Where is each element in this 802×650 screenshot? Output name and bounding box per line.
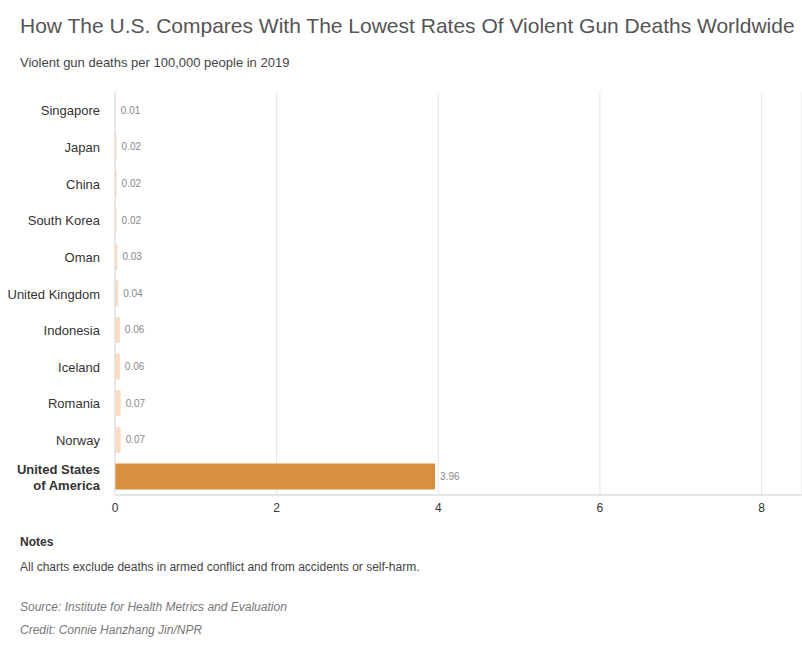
svg-text:Romania: Romania	[48, 396, 101, 411]
svg-text:South Korea: South Korea	[28, 213, 101, 228]
html-text:Violent gun deaths per 100,000: Violent gun deaths per 100,000 people in…	[20, 55, 290, 70]
svg-text:Oman: Oman	[65, 249, 100, 264]
svg-text:0.07: 0.07	[126, 398, 146, 409]
svg-text:Norway: Norway	[56, 433, 101, 448]
html-text:All charts exclude deaths in a: All charts exclude deaths in armed confl…	[20, 560, 420, 574]
svg-text:0.03: 0.03	[122, 251, 142, 262]
svg-text:Japan: Japan	[65, 139, 100, 154]
svg-text:0.01: 0.01	[121, 105, 141, 116]
html-text:Source: Institute for Health M: Source: Institute for Health Metrics and…	[20, 600, 287, 614]
svg-text:0: 0	[112, 501, 119, 515]
svg-text:China: China	[66, 176, 101, 191]
html-text:Credit: Connie Hanzhang Jin/NP: Credit: Connie Hanzhang Jin/NPR	[20, 623, 203, 637]
html-text:How The U.S. Compares With The: How The U.S. Compares With The Lowest Ra…	[20, 14, 795, 37]
svg-text:0.04: 0.04	[123, 288, 143, 299]
svg-text:3.96: 3.96	[440, 471, 460, 482]
svg-text:United Statesof America: United Statesof America	[17, 461, 101, 492]
svg-text:6: 6	[597, 501, 604, 515]
svg-text:Singapore: Singapore	[41, 103, 100, 118]
svg-text:United Kingdom: United Kingdom	[8, 286, 100, 301]
svg-text:2: 2	[273, 501, 280, 515]
svg-text:0.02: 0.02	[122, 215, 142, 226]
svg-text:Iceland: Iceland	[58, 359, 100, 374]
svg-text:8: 8	[758, 501, 765, 515]
svg-text:0.07: 0.07	[126, 434, 146, 445]
svg-text:0.06: 0.06	[125, 361, 145, 372]
svg-text:0.06: 0.06	[125, 324, 145, 335]
svg-text:Indonesia: Indonesia	[44, 323, 101, 338]
svg-text:0.02: 0.02	[122, 178, 142, 189]
svg-text:0.02: 0.02	[122, 141, 142, 152]
html-text:Notes: Notes	[20, 535, 54, 549]
svg-text:4: 4	[435, 501, 442, 515]
